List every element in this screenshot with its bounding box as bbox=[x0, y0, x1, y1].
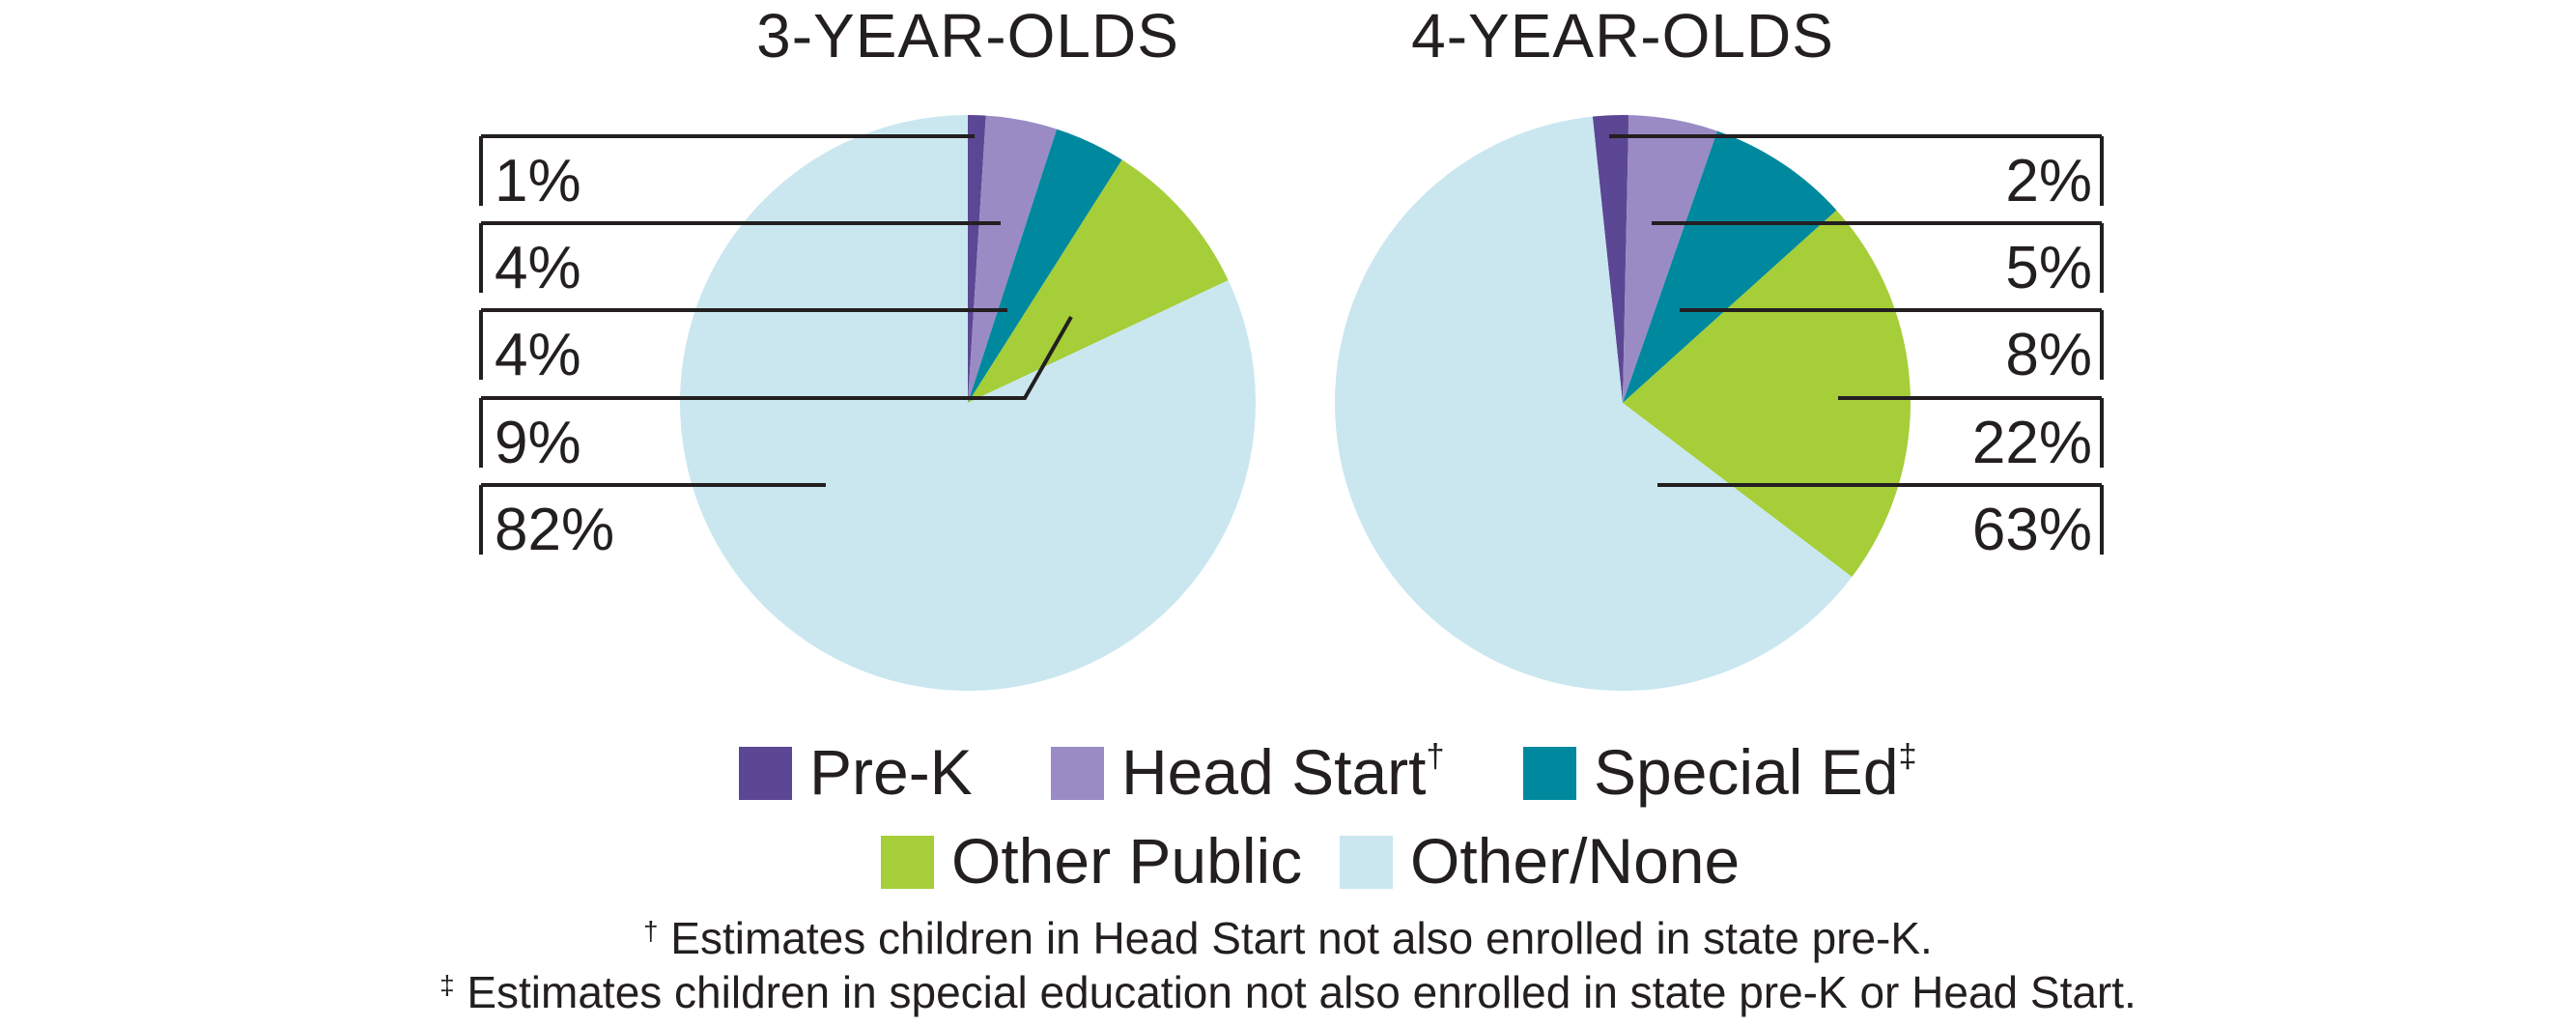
legend-label-text: Head Start bbox=[1121, 736, 1427, 808]
legend-item-other-none: Other/None bbox=[1340, 829, 1740, 893]
pie-slice-other-none bbox=[1335, 116, 1853, 691]
pie-title-4-year-olds: 4-YEAR-OLDS bbox=[1411, 1, 1834, 71]
pie-slice-special-ed bbox=[968, 128, 1122, 403]
pie-4-year-olds bbox=[1335, 115, 1911, 691]
value-label-3yo-head-start: 4% bbox=[495, 235, 581, 301]
legend-item-pre-k: Pre-K bbox=[739, 740, 973, 804]
legend-label: Pre-K bbox=[809, 740, 973, 804]
value-label-4yo-head-start: 5% bbox=[2005, 235, 2092, 301]
pie-slice-other-none bbox=[680, 115, 1257, 692]
pie-slice-other-public bbox=[968, 159, 1229, 403]
legend-label: Other/None bbox=[1410, 829, 1740, 893]
leader-line-left-3 bbox=[481, 316, 1073, 400]
legend-swatch-other-none bbox=[1340, 836, 1393, 889]
pie-slice-pre-k bbox=[1592, 115, 1629, 403]
value-label-4yo-pre-k: 2% bbox=[2005, 148, 2092, 214]
pie-slice-head-start bbox=[968, 115, 1058, 403]
legend-label-mark: † bbox=[1426, 738, 1445, 775]
value-label-4yo-other-none: 63% bbox=[1971, 497, 2092, 563]
value-label-3yo-special-ed: 4% bbox=[495, 322, 581, 388]
footnote-dagger-mark: † bbox=[643, 916, 659, 946]
value-label-3yo-pre-k: 1% bbox=[495, 148, 581, 214]
pie-slice-special-ed bbox=[1623, 130, 1837, 403]
legend-label-mark: ‡ bbox=[1898, 738, 1917, 775]
value-label-4yo-other-public: 22% bbox=[1971, 410, 2092, 476]
legend-label-text: Other/None bbox=[1410, 825, 1741, 897]
legend-label-text: Pre-K bbox=[809, 736, 973, 808]
legend-label: Head Start† bbox=[1121, 740, 1445, 804]
value-label-3yo-other-none: 82% bbox=[495, 497, 615, 563]
pie-title-3-year-olds: 3-YEAR-OLDS bbox=[756, 1, 1179, 71]
legend-swatch-other-public bbox=[881, 836, 934, 889]
pie-3-year-olds bbox=[680, 115, 1257, 692]
legend-label: Special Ed‡ bbox=[1594, 740, 1917, 804]
footnote-special-ed: ‡ Estimates children in special educatio… bbox=[0, 966, 2576, 1018]
footnote-head-start: † Estimates children in Head Start not a… bbox=[0, 912, 2576, 964]
legend-item-special-ed: Special Ed‡ bbox=[1523, 740, 1917, 804]
value-label-4yo-special-ed: 8% bbox=[2005, 322, 2092, 388]
footnote-double-dagger-mark: ‡ bbox=[439, 970, 455, 1000]
value-label-3yo-other-public: 9% bbox=[495, 410, 581, 476]
footnote-text: Estimates children in special education … bbox=[467, 967, 2137, 1017]
footnote-text: Estimates children in Head Start not als… bbox=[670, 913, 1933, 963]
legend-swatch-pre-k bbox=[739, 747, 792, 800]
legend-swatch-head-start bbox=[1051, 747, 1104, 800]
legend-label-text: Special Ed bbox=[1594, 736, 1899, 808]
legend-item-head-start: Head Start† bbox=[1051, 740, 1445, 804]
pie-slice-head-start bbox=[1623, 115, 1717, 403]
legend-swatch-special-ed bbox=[1523, 747, 1576, 800]
legend-label-text: Other Public bbox=[951, 825, 1303, 897]
legend-label: Other Public bbox=[951, 829, 1302, 893]
pie-slice-pre-k bbox=[968, 115, 986, 403]
legend-item-other-public: Other Public bbox=[881, 829, 1302, 893]
